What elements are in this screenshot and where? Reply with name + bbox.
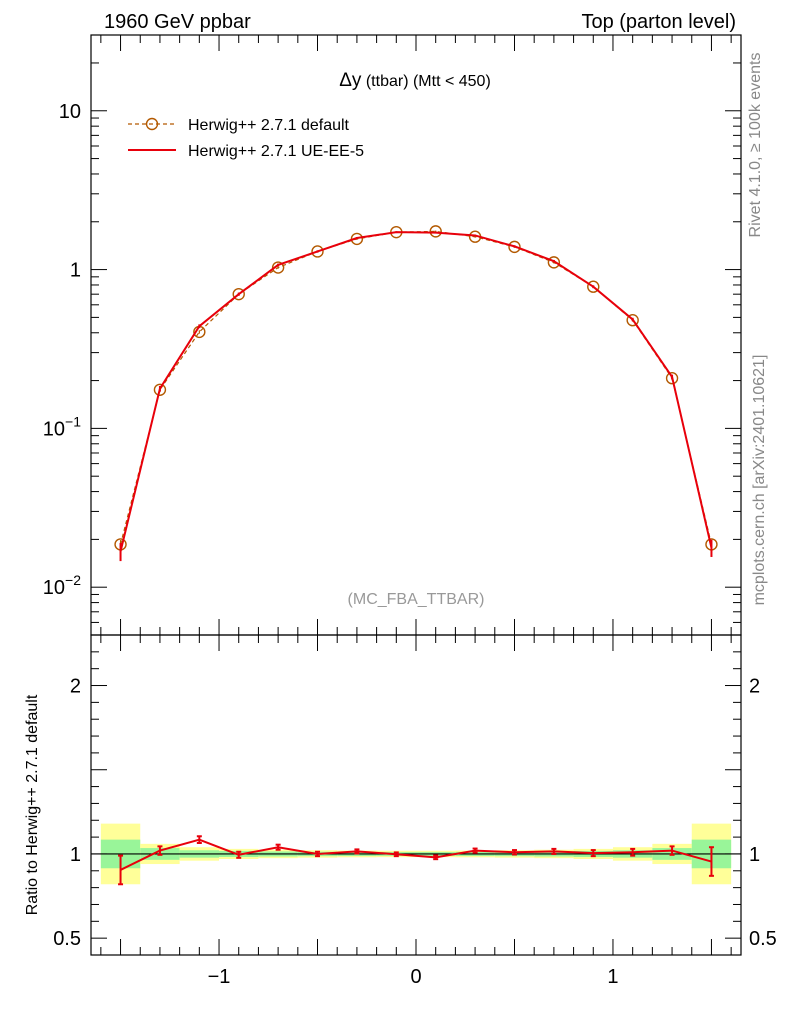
ratio-y-tick-label-right: 1 <box>749 844 760 866</box>
main-title: Δy (ttbar) (Mtt < 450) <box>339 70 491 91</box>
series-line <box>119 230 713 545</box>
x-tick-label: 1 <box>607 966 618 988</box>
main-y-tick-label: 10−2 <box>43 572 81 599</box>
title-rest: (ttbar) (Mtt < 450) <box>361 73 490 90</box>
series-herwig-ue-ee-5 <box>119 231 713 562</box>
x-tick-label: −1 <box>208 966 231 988</box>
data-point <box>665 372 679 385</box>
ratio-axis-ticks: 0.5 0.5 1 1 2 2 −1 0 1 <box>53 634 777 988</box>
ratio-ylabel: Ratio to Herwig++ 2.7.1 default <box>24 694 41 915</box>
legend-entry-default: Herwig++ 2.7.1 default <box>128 117 350 134</box>
legend: Herwig++ 2.7.1 default Herwig++ 2.7.1 UE… <box>128 117 364 160</box>
main-y-tick-label: 10 <box>59 101 81 123</box>
data-point <box>508 240 521 254</box>
legend-label-ue: Herwig++ 2.7.1 UE-EE-5 <box>188 143 364 160</box>
ratio-panel: 0.5 0.5 1 1 2 2 −1 0 1 Ratio to Herwig++ 2.7.1 d… <box>24 634 777 988</box>
data-point <box>626 313 639 327</box>
x-tick-label: 0 <box>410 966 421 988</box>
ratio-series-ue <box>118 835 714 886</box>
data-point <box>153 383 167 396</box>
main-y-tick-label: 10−1 <box>43 413 81 440</box>
ratio-y-tick-label-left: 1 <box>70 844 81 866</box>
rivet-label: Rivet 4.1.0, ≥ 100k events <box>747 53 764 238</box>
mcplots-label: mcplots.cern.ch [arXiv:2401.10621] <box>751 355 768 606</box>
ratio-y-tick-label-right: 0.5 <box>749 928 777 950</box>
watermark: (MC_FBA_TTBAR) <box>348 591 485 608</box>
main-y-tick-label: 1 <box>70 260 81 282</box>
series-herwig-default <box>114 225 718 551</box>
data-point <box>311 245 324 258</box>
ratio-y-tick-label-left: 0.5 <box>53 928 81 950</box>
legend-marker-default <box>145 117 159 131</box>
data-point <box>587 280 600 293</box>
data-point <box>232 287 245 301</box>
header-right: Top (parton level) <box>581 11 736 33</box>
data-point <box>271 261 285 274</box>
ratio-y-tick-label-right: 2 <box>749 676 760 698</box>
series-line <box>119 231 713 552</box>
header-left: 1960 GeV ppbar <box>104 11 251 33</box>
ratio-y-tick-label-left: 2 <box>70 676 81 698</box>
data-point <box>547 256 561 269</box>
main-panel: 10−2 10−1 1 10 Δy (ttbar) (Mtt < 450) (MC_F… <box>43 34 742 636</box>
title-symbol: Δy <box>339 70 362 91</box>
ratio-plot-frame <box>90 634 742 956</box>
main-axis-ticks: 10−2 10−1 1 10 <box>43 34 741 636</box>
ratio-line <box>120 838 712 871</box>
legend-label-default: Herwig++ 2.7.1 default <box>188 117 350 134</box>
legend-entry-ue: Herwig++ 2.7.1 UE-EE-5 <box>128 143 364 160</box>
data-point <box>429 225 442 238</box>
